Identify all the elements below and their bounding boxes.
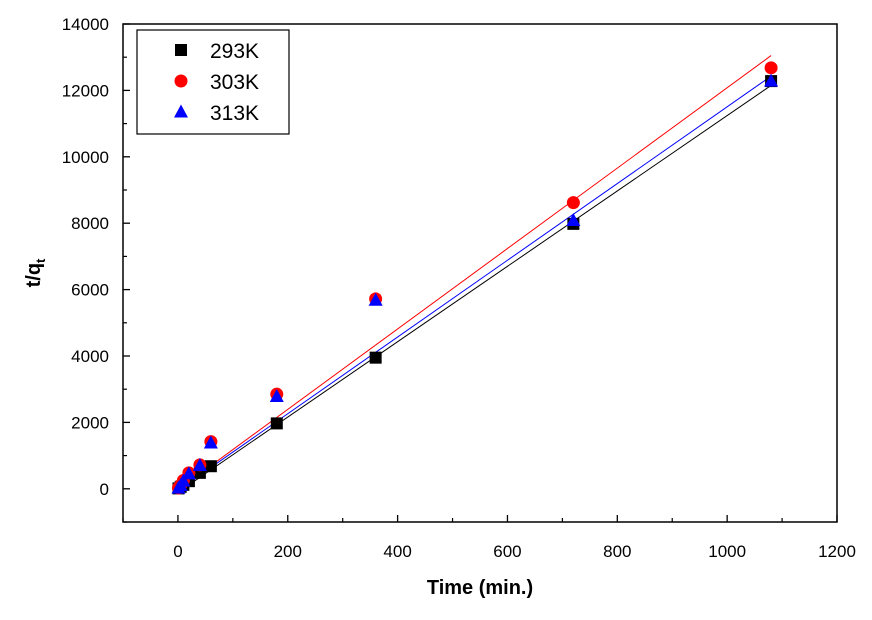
data-point-313K [192, 458, 207, 472]
data-point-303K [566, 196, 580, 210]
legend-marker-313K [174, 104, 188, 118]
data-point-313K [566, 213, 581, 227]
y-tick-label: 10000 [62, 148, 109, 167]
data-point-293K [270, 417, 283, 430]
y-tick-label: 0 [100, 480, 109, 499]
y-tick-label: 12000 [62, 81, 109, 100]
y-tick-label: 4000 [71, 347, 109, 366]
legend-box [136, 29, 290, 135]
data-point-313K [764, 73, 779, 87]
fit-line-293K [177, 85, 772, 493]
y-tick-label: 2000 [71, 413, 109, 432]
data-point-313K [368, 292, 383, 306]
data-point-293K [204, 460, 217, 473]
data-point-313K [181, 466, 196, 480]
x-axis-title: Time (min.) [427, 577, 533, 599]
data-point-313K [176, 473, 191, 487]
x-tick-label: 400 [383, 542, 411, 561]
legend-label: 293K [210, 40, 259, 63]
x-tick-label: 1000 [708, 542, 746, 561]
axis-ticks: 0 200 400 600 800 1000 12000200040006000800010… [62, 15, 856, 561]
x-tick-label: 800 [603, 542, 631, 561]
legend-marker-303K [174, 74, 188, 88]
y-tick-label: 8000 [71, 214, 109, 233]
y-tick-label: 14000 [62, 15, 109, 34]
data-point-303K [764, 61, 778, 75]
legend-label: 303K [210, 71, 259, 94]
y-tick-label: 6000 [71, 281, 109, 300]
legend-label: 313K [210, 102, 259, 125]
fit-line-313K [177, 75, 772, 491]
y-axis-title: t/qt [23, 258, 48, 287]
data-point-293K [369, 351, 382, 364]
plot-frame [122, 23, 838, 523]
x-tick-label: 0 [173, 542, 182, 561]
data-markers [171, 61, 779, 495]
data-point-313K [203, 435, 218, 449]
y-axis-title-main: t/q [23, 263, 45, 287]
x-tick-label: 600 [493, 542, 521, 561]
legend: 293K 303K 313K [136, 29, 290, 135]
x-tick-label: 1200 [818, 542, 856, 561]
y-axis-title-subscript: t [33, 258, 48, 263]
x-tick-label: 200 [274, 542, 302, 561]
data-point-313K [269, 389, 284, 403]
legend-marker-293K [175, 44, 187, 56]
